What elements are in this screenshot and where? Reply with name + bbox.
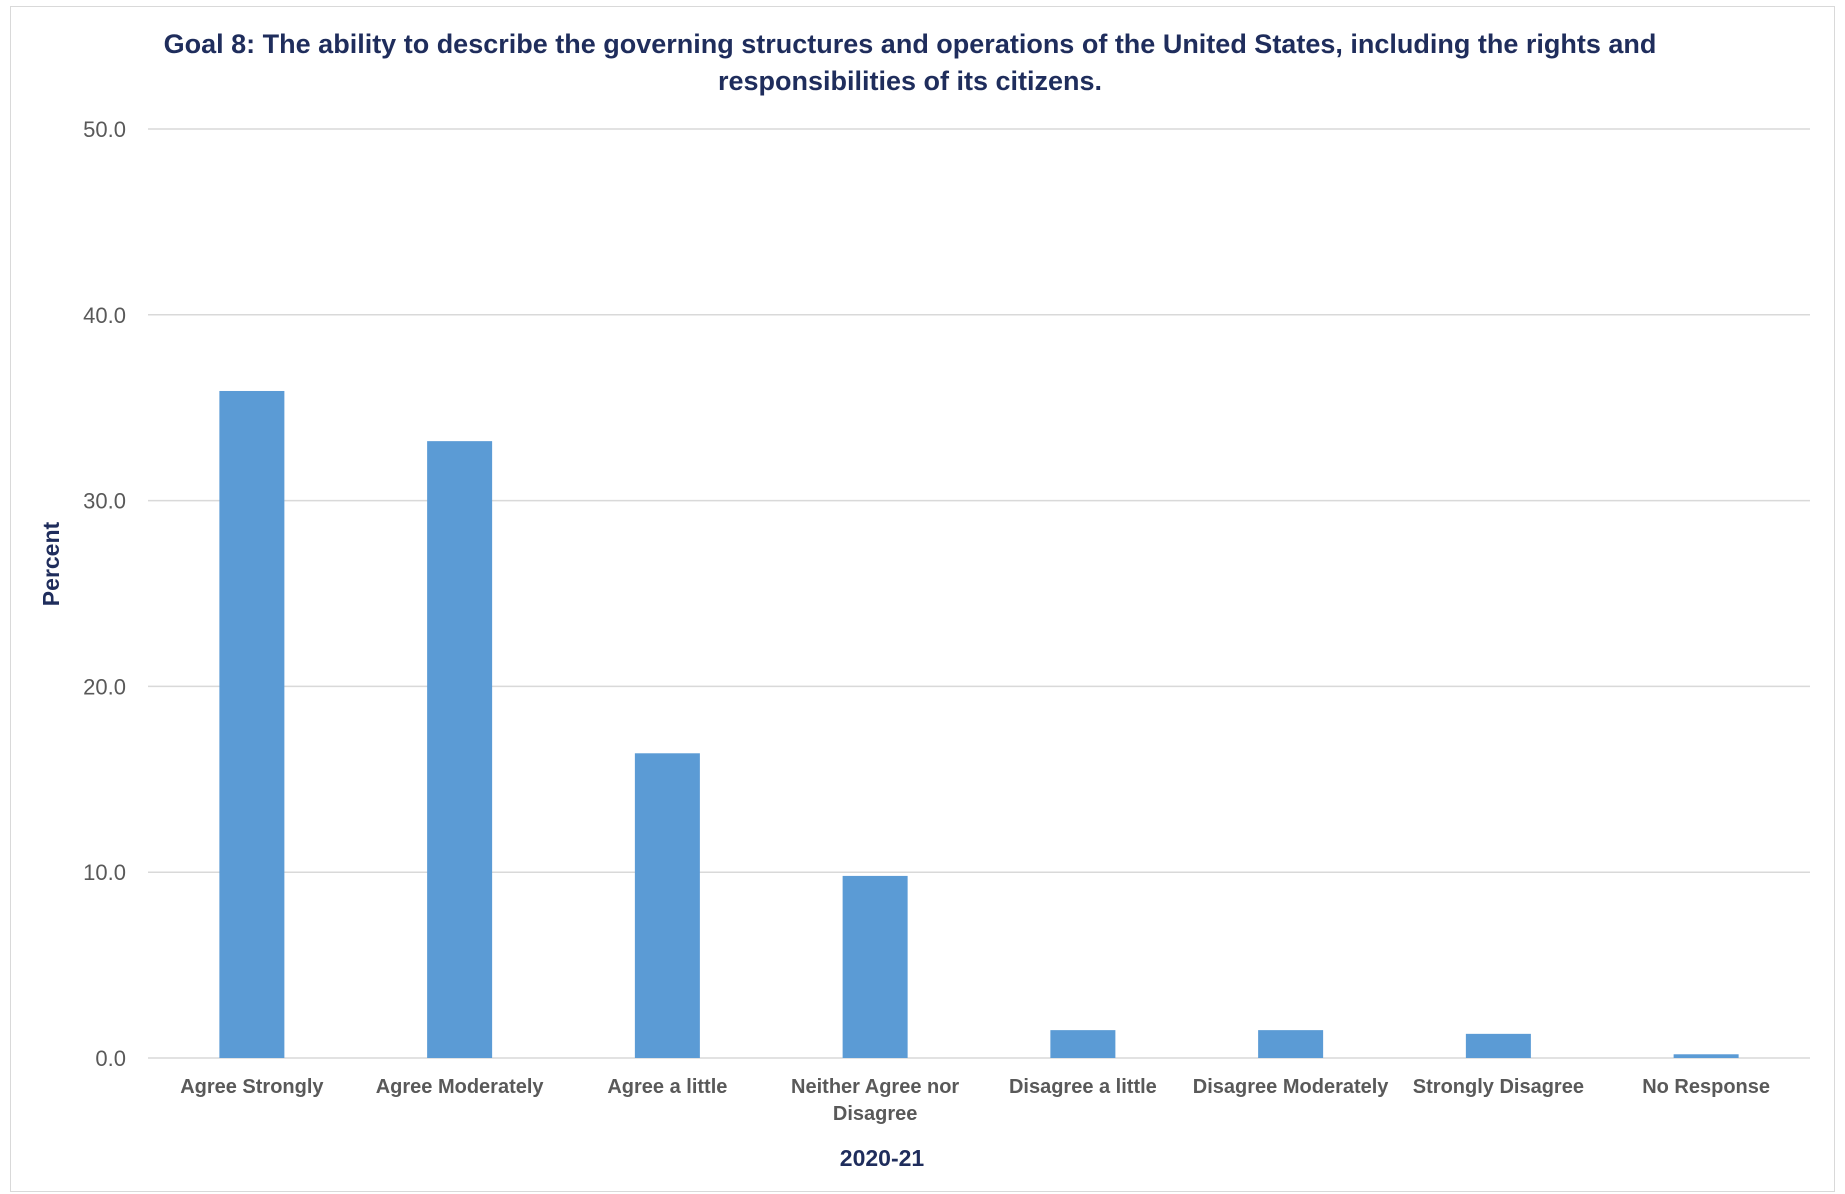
- y-axis-ticks: 0.0 10.0 20.0 30.0 40.0 50.0: [83, 117, 126, 1071]
- bar: [1674, 1054, 1739, 1058]
- y-tick-label: 40.0: [83, 303, 126, 328]
- bars: [219, 391, 1738, 1058]
- y-axis-title: Percent: [38, 521, 64, 606]
- x-tick-label: Agree Moderately: [376, 1076, 545, 1098]
- bar: [635, 753, 700, 1058]
- x-tick-label: Agree Strongly: [180, 1076, 324, 1098]
- x-tick-label: Disagree Moderately: [1193, 1076, 1390, 1098]
- bar: [219, 391, 284, 1058]
- y-tick-label: 50.0: [83, 117, 126, 142]
- x-axis-ticks: Agree Strongly Agree Moderately Agree a li…: [180, 1076, 1770, 1125]
- x-axis-title: 2020-21: [840, 1145, 925, 1171]
- x-tick-label: Agree a little: [607, 1076, 727, 1098]
- y-tick-label: 20.0: [83, 674, 126, 699]
- bar: [427, 441, 492, 1058]
- x-tick-label: Neither Agree nor Disagree: [791, 1076, 959, 1125]
- bar: [1258, 1030, 1323, 1058]
- bar: [1050, 1030, 1115, 1058]
- y-tick-label: 0.0: [95, 1046, 126, 1071]
- bar: [1466, 1034, 1531, 1058]
- y-tick-label: 30.0: [83, 489, 126, 514]
- gridlines: [148, 129, 1810, 1058]
- x-tick-label: Disagree a little: [1009, 1076, 1157, 1098]
- x-tick-label: No Response: [1642, 1076, 1770, 1098]
- y-tick-label: 10.0: [83, 860, 126, 885]
- bar: [843, 876, 908, 1058]
- x-tick-label: Strongly Disagree: [1413, 1076, 1584, 1098]
